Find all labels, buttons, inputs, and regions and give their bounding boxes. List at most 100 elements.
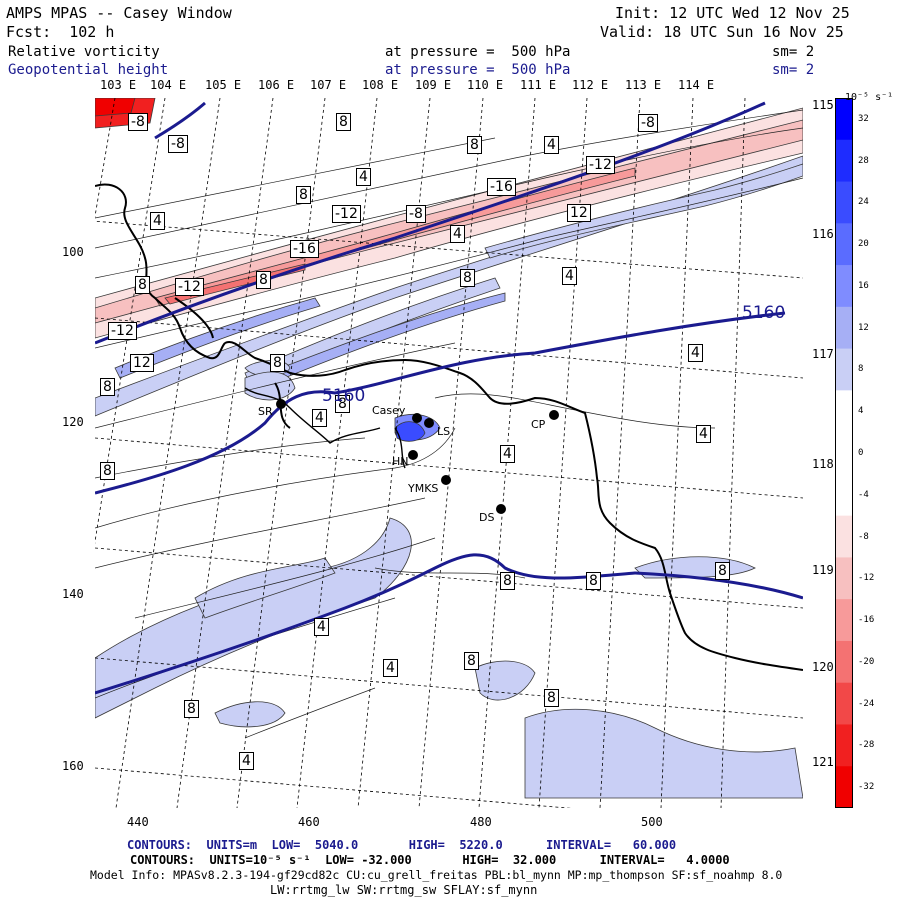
vorticity-label: 8 bbox=[467, 136, 482, 154]
field1-smoothing: sm= 2 bbox=[772, 44, 815, 60]
lon-label: 109 E bbox=[415, 78, 452, 92]
colorbar-swatch bbox=[835, 515, 853, 558]
footer-vorticity-contours: CONTOURS: UNITS=10⁻⁵ s⁻¹ LOW= -32.000 HI… bbox=[130, 853, 730, 867]
vorticity-label: 8 bbox=[586, 572, 601, 590]
vorticity-label: 8 bbox=[500, 572, 515, 590]
field1-level: at pressure = 500 hPa bbox=[385, 44, 571, 60]
colorbar-label: 0 bbox=[858, 448, 864, 458]
valid-time: Valid: 18 UTC Sun 16 Nov 25 bbox=[600, 23, 844, 41]
vorticity-label: 8 bbox=[335, 395, 350, 413]
vorticity-label: 8 bbox=[715, 562, 730, 580]
colorbar-label: 16 bbox=[858, 280, 869, 291]
lon-label: 108 E bbox=[362, 78, 399, 92]
y-tick: 120 bbox=[62, 415, 84, 429]
colorbar-swatch bbox=[835, 724, 853, 767]
lon-label: 105 E bbox=[205, 78, 242, 92]
station-label-SR: SR bbox=[258, 405, 273, 418]
station-label-ymks: YMKS bbox=[408, 482, 439, 495]
vorticity-label: -8 bbox=[128, 113, 148, 131]
colorbar-swatch bbox=[835, 557, 853, 600]
field2-level: at pressure = 500 hPa bbox=[385, 62, 571, 78]
colorbar-swatch bbox=[835, 599, 853, 642]
vorticity-label: -12 bbox=[108, 322, 137, 340]
colorbar-swatch bbox=[835, 139, 853, 183]
forecast-hour: Fcst: 102 h bbox=[6, 23, 115, 41]
colorbar-label: -28 bbox=[858, 740, 875, 751]
lon-label: 112 E bbox=[572, 78, 609, 92]
colorbar-label: -20 bbox=[858, 656, 875, 667]
lon-label: 114 E bbox=[678, 78, 715, 92]
station-label-cp: CP bbox=[531, 418, 546, 431]
vorticity-label: 4 bbox=[314, 618, 329, 636]
coastline-inlet bbox=[244, 387, 406, 469]
colorbar-label: 28 bbox=[858, 155, 869, 166]
app-title: AMPS MPAS -- Casey Window bbox=[6, 4, 232, 22]
x-tick: 480 bbox=[470, 815, 492, 829]
lon-label: 107 E bbox=[310, 78, 347, 92]
colorbar-swatch bbox=[835, 306, 853, 350]
y-tick: 100 bbox=[62, 245, 84, 259]
colorbar-label: 24 bbox=[858, 197, 869, 208]
lon-label: 106 E bbox=[258, 78, 295, 92]
lon-label: 113 E bbox=[625, 78, 662, 92]
lon-label: 111 E bbox=[520, 78, 557, 92]
footer-height-contours: CONTOURS: UNITS=m LOW= 5040.0 HIGH= 5220… bbox=[127, 838, 677, 852]
x-tick: 440 bbox=[127, 815, 149, 829]
vorticity-label: 4 bbox=[500, 445, 515, 463]
colorbar-swatch bbox=[835, 98, 853, 141]
station-label-ls: LS bbox=[437, 425, 451, 438]
vorticity-label: 8 bbox=[184, 700, 199, 718]
y-tick: 140 bbox=[62, 587, 84, 601]
colorbar-unit: 10⁻⁵ s⁻¹ bbox=[845, 92, 894, 103]
colorbar-label: -8 bbox=[858, 531, 869, 542]
colorbar-swatch bbox=[835, 640, 853, 684]
field2-smoothing: sm= 2 bbox=[772, 62, 815, 78]
colorbar-swatch bbox=[835, 348, 853, 391]
vorticity-label: 4 bbox=[450, 225, 465, 243]
vorticity-label: 4 bbox=[562, 267, 577, 285]
vorticity-label: 12 bbox=[130, 354, 154, 372]
map-plot bbox=[95, 98, 803, 808]
vorticity-label: -12 bbox=[332, 205, 361, 223]
colorbar-swatch bbox=[835, 181, 853, 224]
colorbar-label: 20 bbox=[858, 239, 869, 250]
colorbar-label: -32 bbox=[858, 782, 875, 793]
colorbar-label: 12 bbox=[858, 322, 869, 333]
lon-label: 103 E bbox=[100, 78, 137, 92]
vorticity-label: 8 bbox=[544, 689, 559, 707]
vorticity-label: 8 bbox=[256, 271, 271, 289]
x-tick: 500 bbox=[641, 815, 663, 829]
colorbar-label: -24 bbox=[858, 698, 875, 709]
vorticity-label: 8 bbox=[460, 269, 475, 287]
x-tick: 460 bbox=[298, 815, 320, 829]
vorticity-label: 8 bbox=[270, 354, 285, 372]
vorticity-label: 12 bbox=[567, 204, 591, 222]
colorbar-swatch bbox=[835, 432, 853, 475]
colorbar-swatch bbox=[835, 473, 853, 517]
station-label-casey: Casey bbox=[372, 404, 406, 417]
height-contour-label: 5160 bbox=[322, 386, 366, 406]
colorbar-label: 8 bbox=[858, 364, 864, 375]
vorticity-label: 4 bbox=[544, 136, 559, 154]
y-tick: 160 bbox=[62, 759, 84, 773]
vorticity-label: 4 bbox=[688, 344, 703, 362]
vorticity-label: 8 bbox=[464, 652, 479, 670]
lon-label: 110 E bbox=[467, 78, 504, 92]
vorticity-label: 4 bbox=[383, 659, 398, 677]
vorticity-label: 4 bbox=[312, 409, 327, 427]
vorticity-label: 4 bbox=[239, 752, 254, 770]
footer-model-info: Model Info: MPASv8.2.3-194-gf29cd82c CU:… bbox=[90, 868, 783, 882]
vorticity-label: -8 bbox=[406, 205, 426, 223]
colorbar-label: -12 bbox=[858, 573, 875, 584]
init-time: Init: 12 UTC Wed 12 Nov 25 bbox=[615, 4, 850, 22]
vorticity-label: 4 bbox=[150, 212, 165, 230]
station-markers bbox=[276, 399, 559, 514]
height-contour-label: 5160 bbox=[742, 303, 786, 323]
vorticity-label: -12 bbox=[586, 156, 615, 174]
vorticity-label: 4 bbox=[696, 425, 711, 443]
vorticity-label: -12 bbox=[175, 278, 204, 296]
vorticity-label: 4 bbox=[356, 168, 371, 186]
vorticity-label: 8 bbox=[100, 378, 115, 396]
colorbar-swatch bbox=[835, 223, 853, 266]
vorticity-label: -16 bbox=[487, 178, 516, 196]
